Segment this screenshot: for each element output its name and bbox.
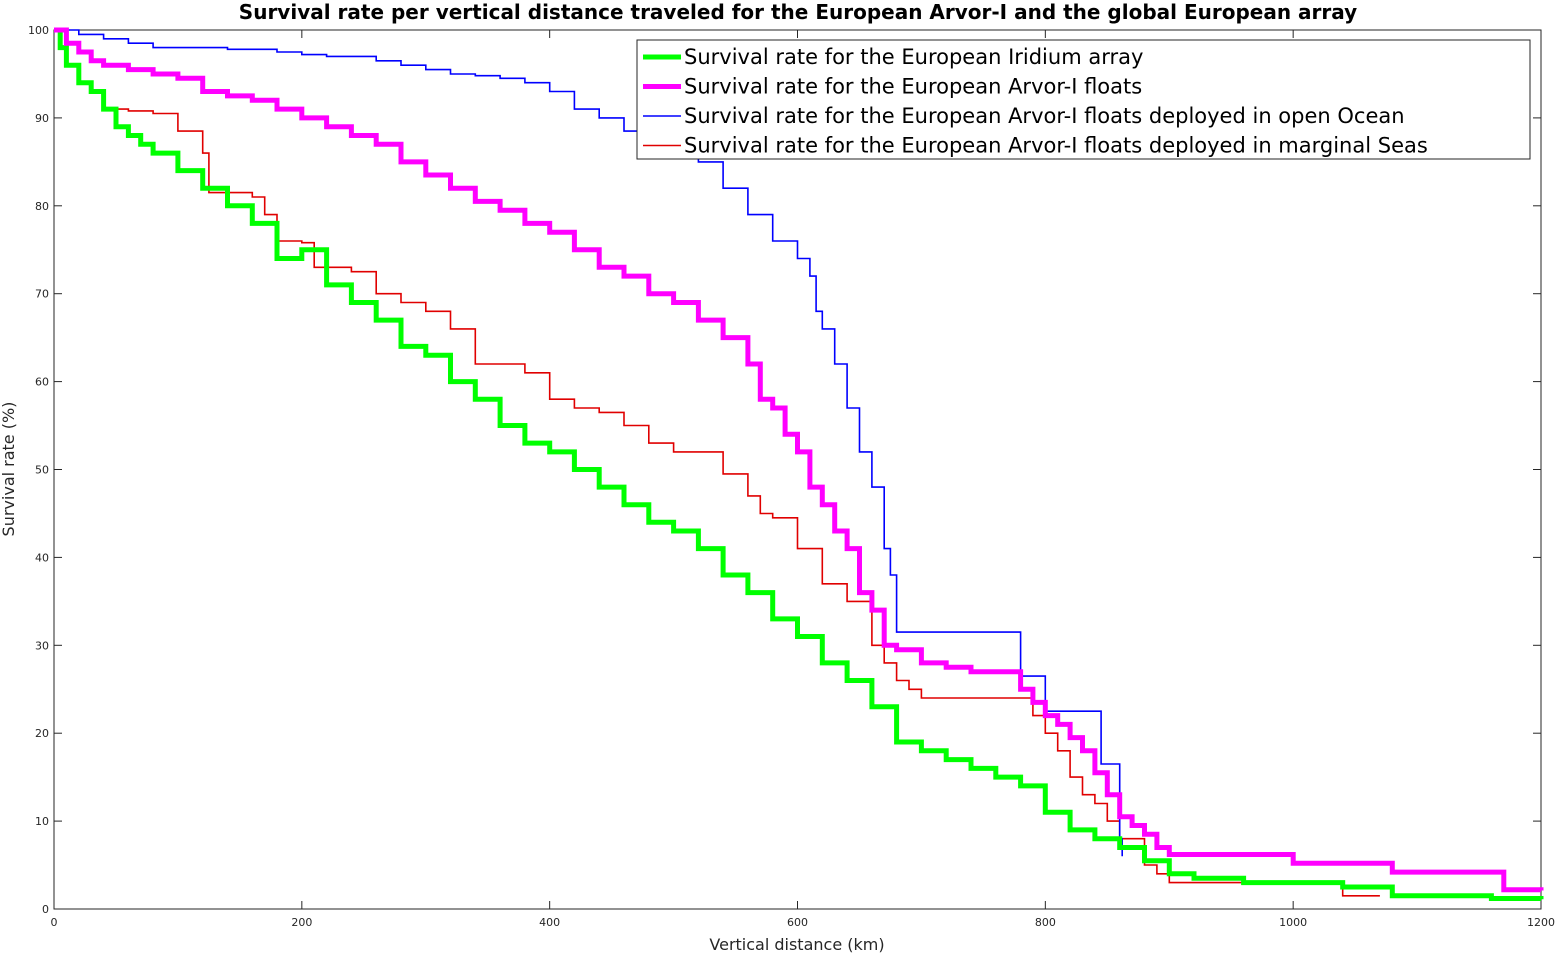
y-tick-label: 10 [35,815,49,828]
x-tick-label: 0 [51,916,58,929]
series-line-1 [54,27,1544,901]
chart-title: Survival rate per vertical distance trav… [239,0,1357,24]
legend-label-4: Survival rate for the European Arvor-I f… [684,134,1428,158]
y-tick-label: 100 [28,24,49,37]
legend: Survival rate for the European Iridium a… [636,39,1531,160]
y-tick-label: 60 [35,376,49,389]
y-tick-label: 0 [42,903,49,916]
series-line-4 [54,29,1380,897]
y-tick-label: 50 [35,464,49,477]
y-axis-label: Survival rate (%) [0,402,18,537]
y-tick-label: 70 [35,288,49,301]
y-tick-label: 90 [35,112,49,125]
legend-box [636,39,1531,160]
legend-label-1: Survival rate for the European Iridium a… [684,45,1143,69]
series-lines [54,27,1544,901]
axes-ticks: 0 200 400 600 800 1000 1200 0 10 20 30 40 50 60 70 80 90… [28,24,1555,929]
legend-label-2: Survival rate for the European Arvor-I f… [684,75,1142,99]
x-axis-label: Vertical distance (km) [709,935,884,954]
x-tick-label: 800 [1035,916,1056,929]
x-tick-label: 1000 [1279,916,1307,929]
y-tick-label: 80 [35,200,49,213]
series-line-3 [54,29,1123,857]
x-tick-label: 200 [291,916,312,929]
legend-label-3: Survival rate for the European Arvor-I f… [684,104,1405,128]
x-tick-label: 1200 [1527,916,1555,929]
x-tick-label: 400 [539,916,560,929]
series-line-2 [54,27,1544,893]
y-tick-label: 40 [35,551,49,564]
y-tick-label: 20 [35,727,49,740]
y-tick-label: 30 [35,639,49,652]
x-tick-label: 600 [787,916,808,929]
